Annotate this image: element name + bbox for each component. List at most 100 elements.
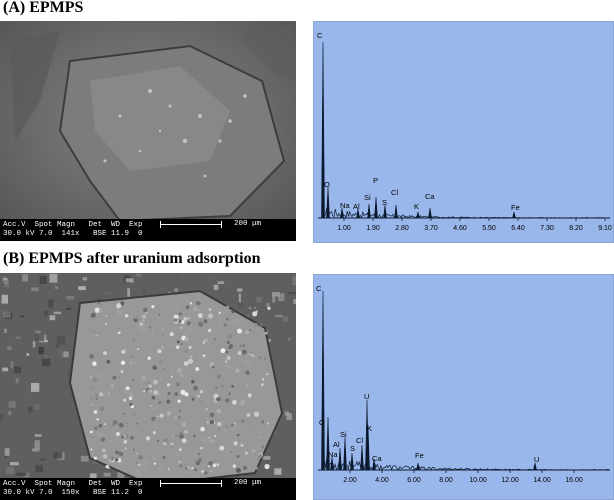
sem-b-grain: [118, 422, 124, 428]
sem-b-grain: [138, 386, 144, 391]
sem-b-grain: [174, 416, 177, 419]
sem-b-texture: [68, 340, 76, 344]
sem-b-texture: [284, 373, 288, 379]
sem-b-grain: [164, 343, 167, 346]
spectrum-a-peak-label: P: [373, 176, 378, 185]
sem-b-grain: [219, 397, 222, 400]
spectrum-a-peak-label: Al: [353, 202, 360, 211]
sem-b-texture: [245, 311, 249, 314]
sem-b-texture: [43, 311, 48, 317]
sem-b-grain: [232, 400, 237, 405]
spectrum-b-peak-label: Cl: [356, 436, 363, 445]
sem-b-grain: [227, 375, 230, 378]
sem-b-grain: [206, 421, 209, 424]
sem-b-grain: [157, 349, 162, 354]
sem-b-grain: [216, 463, 220, 466]
sem-b-grain: [151, 305, 155, 309]
sem-b-texture: [53, 451, 62, 459]
sem-b-texture: [32, 341, 36, 348]
sem-image-b: Acc.V Spot Magn Det WD Exp 30.0 kV 7.0 1…: [0, 273, 296, 500]
sem-b-grain: [118, 451, 124, 457]
spectrum-a-peak: [416, 211, 420, 219]
sem-b-grain: [187, 439, 189, 442]
sem-b-texture: [65, 307, 72, 310]
sem-b-grain: [205, 317, 208, 320]
sem-b-grain: [258, 387, 262, 391]
sem-b-grain: [268, 338, 272, 342]
sem-b-texture: [38, 346, 44, 355]
sem-b-texture: [89, 473, 97, 481]
sem-b-texture: [32, 448, 40, 452]
sem-b-texture: [19, 286, 25, 292]
sem-b-texture: [174, 288, 179, 292]
sem-b-grain: [166, 383, 171, 387]
sem-b-grain: [213, 337, 217, 341]
sem-b-grain: [248, 353, 250, 356]
sem-b-grain: [91, 436, 93, 438]
sem-b-grain: [258, 356, 262, 360]
sem-b-grain: [221, 384, 224, 388]
sem-b-grain: [93, 456, 97, 460]
sem-b-grain: [120, 449, 124, 453]
sem-b-texture: [15, 336, 21, 339]
sem-b-grain: [193, 385, 199, 391]
sem-b-grain: [89, 375, 93, 379]
sem-b-grain: [245, 370, 250, 375]
sem-b-grain: [90, 403, 93, 406]
sem-b-grain: [261, 445, 264, 448]
sem-b-grain: [105, 315, 108, 317]
sem-b-texture: [20, 315, 25, 318]
sem-b-grain: [195, 301, 201, 306]
spectrum-a-peak-label: Ca: [425, 192, 435, 201]
spectrum-b-peak: [360, 444, 364, 471]
sem-b-grain: [162, 334, 164, 336]
sem-b-grain: [189, 302, 193, 305]
sem-b-grain: [254, 411, 260, 417]
sem-b-grain: [108, 467, 111, 469]
sem-b-grain: [180, 343, 183, 345]
sem-b-grain: [148, 455, 153, 460]
sem-b-texture: [263, 456, 271, 460]
sem-b-grain: [115, 450, 119, 455]
sem-b-grain: [233, 422, 236, 425]
sem-b-texture: [2, 277, 6, 282]
sem-b-grain: [159, 360, 162, 364]
sem-b-grain: [179, 431, 183, 434]
sem-b-grain: [227, 426, 230, 428]
spectrum-a-peak-label: O: [324, 180, 330, 189]
sem-b-texture: [174, 273, 179, 283]
sem-b-grain: [192, 434, 196, 438]
spectrum-b-peak: [350, 452, 354, 471]
spectrum-a-peak: [367, 203, 371, 219]
sem-b-texture: [103, 291, 113, 295]
sem-b-grain: [129, 393, 134, 398]
sem-b-texture: [0, 414, 3, 420]
scale-bar-right-a: [221, 221, 222, 228]
sem-b-grain: [123, 439, 128, 444]
sem-b-grain: [158, 401, 162, 404]
sem-b-grain: [241, 349, 247, 355]
sem-b-grain: [212, 459, 216, 463]
sem-b-grain: [157, 415, 159, 418]
sem-info-bar-b: Acc.V Spot Magn Det WD Exp 30.0 kV 7.0 1…: [0, 478, 296, 500]
sem-b-grain: [94, 426, 98, 430]
sem-b-grain: [237, 328, 242, 334]
spectrum-a-tick-label: 9.10: [598, 225, 612, 232]
sem-b-texture: [10, 361, 14, 368]
sem-b-grain: [163, 438, 168, 443]
sem-b-grain: [188, 345, 192, 349]
sem-b-grain: [201, 470, 205, 473]
sem-b-grain: [231, 423, 234, 427]
sem-b-grain: [105, 464, 109, 469]
sem-b-grain: [95, 397, 98, 400]
spectrum-b-peak-label: U: [364, 392, 369, 401]
spectrum-a-tick-label: 1.00: [337, 225, 351, 232]
sem-b-texture: [238, 293, 241, 303]
sem-b-grain: [267, 306, 271, 310]
sem-b-grain: [138, 455, 144, 460]
sem-b-texture: [4, 448, 10, 456]
sem-b-texture: [35, 330, 41, 334]
spectrum-a-peak-label: C: [317, 31, 323, 40]
sem-b-grain: [132, 338, 135, 341]
spectrum-a-tick-label: 1.90: [366, 225, 380, 232]
